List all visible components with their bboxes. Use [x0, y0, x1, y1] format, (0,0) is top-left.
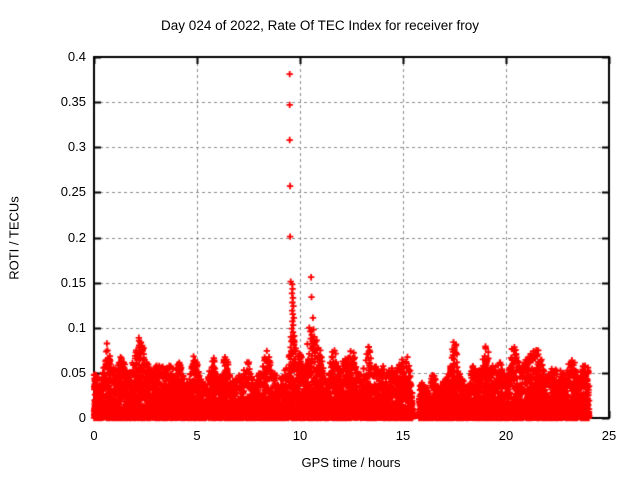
- y-tick-label: 0.05: [60, 364, 86, 380]
- y-tick-label: 0.15: [60, 274, 86, 290]
- y-tick-label: 0.3: [67, 139, 86, 155]
- y-axis-label: ROTI / TECUs: [6, 196, 22, 280]
- x-tick-label: 15: [395, 428, 411, 443]
- y-tick-label: 0.2: [67, 229, 86, 245]
- y-tick-label: 0.1: [67, 319, 86, 335]
- y-tick-label: 0: [78, 410, 86, 425]
- y-tick-label: 0.25: [60, 184, 86, 200]
- y-tick-label: 0.4: [67, 49, 86, 64]
- x-tick-label: 20: [498, 428, 514, 443]
- x-tick-label: 25: [601, 428, 617, 443]
- x-tick-label: 0: [90, 428, 98, 443]
- chart-title: Day 024 of 2022, Rate Of TEC Index for r…: [161, 18, 479, 33]
- x-tick-label: 5: [193, 428, 201, 443]
- x-tick-label: 10: [292, 428, 308, 443]
- x-axis-label: GPS time / hours: [301, 455, 401, 470]
- y-tick-label: 0.35: [60, 94, 86, 110]
